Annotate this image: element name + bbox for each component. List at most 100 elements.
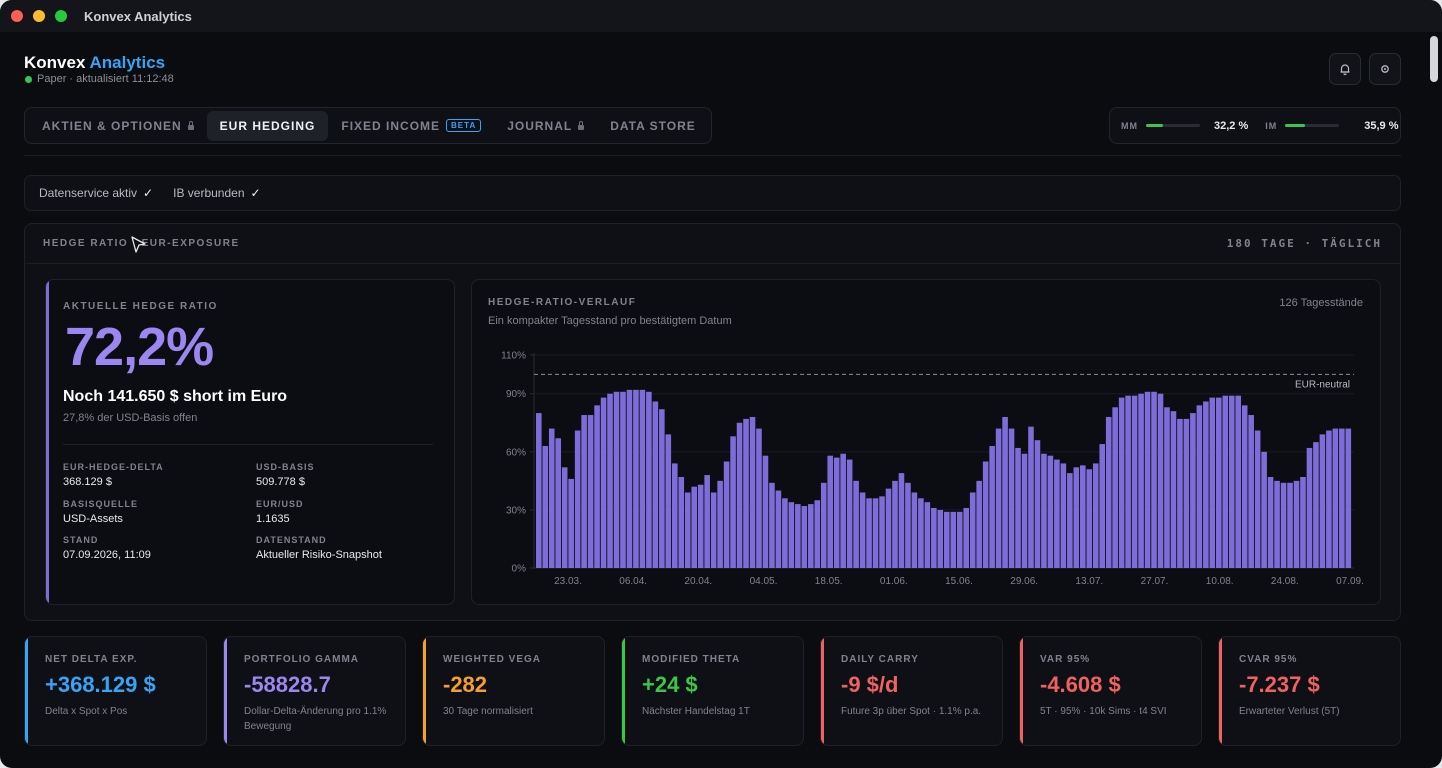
chart-bar (1203, 401, 1209, 568)
field-eur-hedge-delta: EUR-HEDGE-DELTA 368.129 $ (63, 462, 164, 488)
status-text: Paper · aktualisiert 11:12:48 (37, 73, 174, 85)
status-dot-icon (25, 75, 32, 83)
reference-line-label: EUR-neutral (1295, 379, 1350, 390)
chart-bar (1306, 447, 1313, 568)
tab-label: DATA STORE (610, 118, 696, 133)
chart-bar (1125, 395, 1131, 568)
kpi-subtext: 5T · 95% · 10k Sims · t4 SVI (1040, 706, 1167, 717)
data-service-status: Datenservice aktiv ✓ (39, 186, 153, 200)
chart-bar (594, 405, 600, 568)
minimize-window-button[interactable] (33, 10, 45, 22)
chart-bar (730, 436, 736, 568)
im-progress-fill (1285, 124, 1305, 127)
field-label: DATENSTAND (256, 535, 327, 545)
settings-button[interactable] (1369, 53, 1401, 85)
range-selector[interactable]: 180 TAGE · TÄGLICH (1226, 237, 1382, 250)
x-tick-label: 06.04. (619, 576, 647, 587)
kpi-label: PORTFOLIO GAMMA (244, 654, 359, 665)
gear-icon (1381, 65, 1389, 73)
y-tick-label: 110% (501, 351, 526, 362)
chart-bar (581, 415, 587, 568)
kpi-label: NET DELTA EXP. (45, 654, 138, 665)
y-tick-label: 60% (506, 447, 526, 458)
title-bar: Konvex Analytics (0, 0, 1442, 32)
hedge-subline: 27,8% der USD-Basis offen (63, 412, 198, 424)
y-tick-label: 90% (506, 389, 526, 400)
chart-bar (1319, 434, 1326, 568)
notifications-button[interactable] (1329, 53, 1361, 85)
chart-bar (989, 446, 995, 568)
chart-bar (995, 428, 1002, 568)
field-label: USD-BASIS (256, 462, 315, 472)
chart-bar (1138, 393, 1144, 568)
checkmark-icon: ✓ (143, 186, 154, 200)
chart-bar (944, 511, 950, 568)
panel-divider (25, 263, 1400, 264)
kpi-subtext: Erwarteter Verlust (5T) (1239, 706, 1340, 717)
chart-bar (924, 502, 931, 568)
kpi-modified-theta[interactable]: MODIFIED THETA +24 $ Nächster Handelstag… (621, 636, 804, 746)
kpi-label: CVAR 95% (1239, 654, 1298, 665)
chart-bar (1028, 426, 1034, 568)
chart-bar (879, 496, 885, 568)
kpi-label: VAR 95% (1040, 654, 1091, 665)
kpi-var-95[interactable]: VAR 95% -4.608 $ 5T · 95% · 10k Sims · t… (1019, 636, 1202, 746)
chart-bar (1157, 393, 1164, 568)
chart-bar (1345, 428, 1352, 568)
chart-bar (1170, 411, 1177, 568)
chart-bar (1274, 480, 1280, 568)
chart-bar (969, 492, 976, 568)
x-tick-label: 01.06. (880, 576, 908, 587)
kpi-net-delta[interactable]: NET DELTA EXP. +368.129 $ Delta x Spot x… (24, 636, 207, 746)
chart-bar (633, 389, 639, 568)
chart-bar (756, 428, 762, 568)
field-label: BASISQUELLE (63, 499, 139, 509)
main-tab-bar: AKTIEN & OPTIONEN EUR HEDGING FIXED INCO… (24, 107, 712, 144)
current-hedge-ratio-card: AKTUELLE HEDGE RATIO 72,2% Noch 141.650 … (45, 279, 455, 605)
chart-bar (866, 498, 872, 568)
hedge-ratio-bar-chart: 0% 30% 60% 90% 110% EUR-neutral 23.03. 06.04. 20… (501, 351, 1364, 588)
tab-data-store[interactable]: DATA STORE (597, 111, 709, 141)
chart-bar (808, 504, 814, 568)
field-usd-basis: USD-BASIS 509.778 $ (256, 462, 315, 488)
kpi-weighted-vega[interactable]: WEIGHTED VEGA -282 30 Tage normalisiert (422, 636, 605, 746)
hedge-ratio-value: 72,2% (65, 317, 214, 377)
chart-bar (568, 478, 574, 568)
chart-bar (1280, 482, 1287, 568)
tab-eur-hedging[interactable]: EUR HEDGING (206, 110, 329, 141)
kpi-cvar-95[interactable]: CVAR 95% -7.237 $ Erwarteter Verlust (5T… (1218, 636, 1401, 746)
kpi-daily-carry[interactable]: DAILY CARRY -9 $/d Future 3p über Spot ·… (820, 636, 1003, 746)
chart-bar (1216, 397, 1222, 568)
connection-status: Paper · aktualisiert 11:12:48 (25, 73, 174, 85)
chart-bar (1183, 418, 1190, 568)
chart-bar (704, 475, 710, 568)
tab-label: FIXED INCOME (341, 118, 441, 133)
kpi-portfolio-gamma[interactable]: PORTFOLIO GAMMA -58828.7 Dollar-Delta-Än… (223, 636, 406, 746)
app-title-accent: Analytics (89, 53, 166, 72)
field-label: EUR-HEDGE-DELTA (63, 462, 164, 472)
chart-bar (1021, 453, 1028, 568)
chart-bar (743, 418, 749, 568)
x-tick-label: 29.06. (1010, 576, 1038, 587)
x-tick-label: 27.07. (1141, 576, 1169, 587)
chart-bar (782, 498, 788, 568)
tab-aktien-optionen[interactable]: AKTIEN & OPTIONEN (29, 111, 207, 141)
y-tick-label: 30% (506, 505, 526, 516)
kpi-value: -9 $/d (841, 672, 899, 697)
mm-progress-fill (1146, 124, 1164, 127)
chart-bar (795, 504, 801, 568)
chart-bar (762, 455, 769, 568)
mm-label: MM (1121, 120, 1138, 131)
chart-bar (963, 507, 970, 568)
zoom-window-button[interactable] (55, 10, 67, 22)
scrollbar-thumb[interactable] (1430, 36, 1438, 82)
card-divider (63, 444, 433, 445)
checkmark-icon: ✓ (250, 186, 261, 200)
close-window-button[interactable] (11, 10, 23, 22)
tab-fixed-income[interactable]: FIXED INCOME BETA (328, 111, 494, 141)
chart-bar (639, 389, 646, 568)
tab-journal[interactable]: JOURNAL (494, 111, 597, 141)
chart-bar (691, 486, 698, 568)
chart-bar (684, 492, 691, 568)
chart-bar (1326, 430, 1332, 568)
